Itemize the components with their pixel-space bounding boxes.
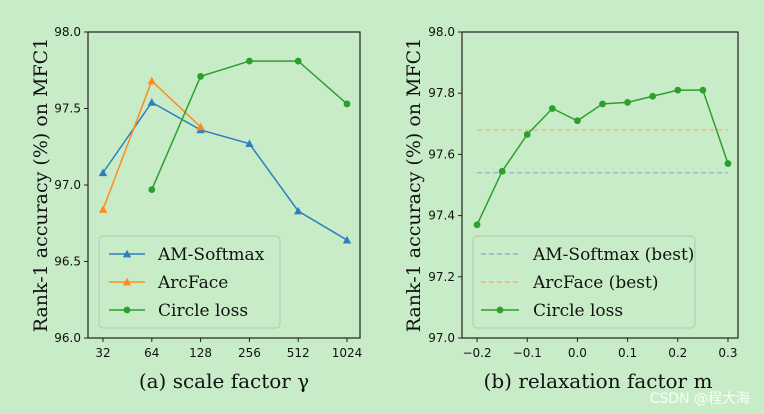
legend-label: Circle loss [533,301,623,321]
panel-b-plot-frame [461,31,739,339]
data-point [473,221,481,229]
legend-label: ArcFace [157,273,228,293]
panel-a-scale-factor: Rank-1 accuracy (%) on MFC1 (a) scale fa… [30,25,362,393]
y-tick-label: 97.0 [54,178,81,192]
data-point [294,206,303,215]
panel-a-legend: AM-Softmax ArcFace Circle loss [98,235,281,329]
data-point [624,98,631,106]
x-tick-label: 512 [287,346,310,360]
legend-label: AM-Softmax (best) [532,245,694,265]
data-point [574,117,581,125]
panel-b-legend: AM-Softmax (best) ArcFace (best) Circle lo… [472,235,696,329]
x-tick-label: 128 [189,346,212,360]
data-point [674,86,682,94]
x-tick-label: 0.0 [568,346,587,360]
x-tick-label: 0.2 [668,346,687,360]
x-tick-label: 256 [238,346,261,360]
panel-b-ylabel: Rank-1 accuracy (%) on MFC1 [403,38,425,333]
data-point [548,105,556,112]
legend-box [472,235,696,329]
data-point [147,98,156,106]
series-line [476,89,729,226]
legend-marker [496,306,504,314]
x-tick-label: −0.2 [462,346,491,360]
panel-b-y-axis: 97.0 97.2 97.4 97.6 97.8 98.0 [428,25,462,345]
data-point [148,186,156,193]
x-tick-label: 0.1 [618,346,637,360]
data-point [147,76,156,85]
y-tick-label: 96.0 [54,331,81,345]
panel-a-ylabel: Rank-1 accuracy (%) on MFC1 [30,38,52,333]
y-tick-label: 97.5 [54,102,81,116]
y-tick-label: 97.2 [428,270,455,284]
legend-marker [123,306,131,314]
legend-label: AM-Softmax [157,245,265,265]
data-point [197,72,205,80]
x-tick-label: 0.3 [718,346,737,360]
data-point [246,57,253,65]
panel-b-x-axis: −0.2 −0.1 0.0 0.1 0.2 0.3 [462,338,738,360]
panel-b-relaxation-factor: Rank-1 accuracy (%) on MFC1 (b) relaxati… [403,25,739,393]
data-point [699,86,707,94]
x-tick-label: 64 [144,346,159,360]
x-tick-label: 1024 [332,346,363,360]
data-point [196,122,205,131]
legend-label: Circle loss [158,301,248,321]
y-tick-label: 96.5 [54,255,81,269]
data-point [523,131,531,138]
data-point [599,100,606,108]
legend-marker [122,249,132,258]
data-point [343,100,351,108]
data-point [342,235,352,244]
y-tick-label: 98.0 [54,25,81,39]
y-tick-label: 98.0 [428,25,455,39]
y-tick-label: 97.8 [428,86,455,100]
x-tick-label: −0.1 [513,346,542,360]
panel-a-caption: (a) scale factor γ [139,369,309,393]
data-point [245,139,254,148]
series-line [151,60,348,190]
y-tick-label: 97.0 [428,331,455,345]
data-point [724,160,732,167]
y-tick-label: 97.4 [428,209,455,223]
data-point [98,168,108,177]
panel-a-x-axis: 32 64 128 256 512 1024 [95,338,362,360]
legend-marker [122,277,132,286]
x-tick-label: 32 [95,346,110,360]
panel-a-y-axis: 96.0 96.5 97.0 97.5 98.0 [54,25,88,345]
panel-b-series [473,86,732,229]
data-point [98,205,108,213]
panel-b-caption: (b) relaxation factor m [484,369,713,393]
legend-box [98,235,281,329]
panel-a-series [98,57,352,244]
data-point [498,167,506,175]
legend-label: ArcFace (best) [532,273,658,293]
data-point [294,57,302,65]
watermark-text: CSDN @程大海 [649,391,750,407]
data-point [649,92,657,100]
y-tick-label: 97.6 [428,147,455,161]
series-line [102,101,348,241]
